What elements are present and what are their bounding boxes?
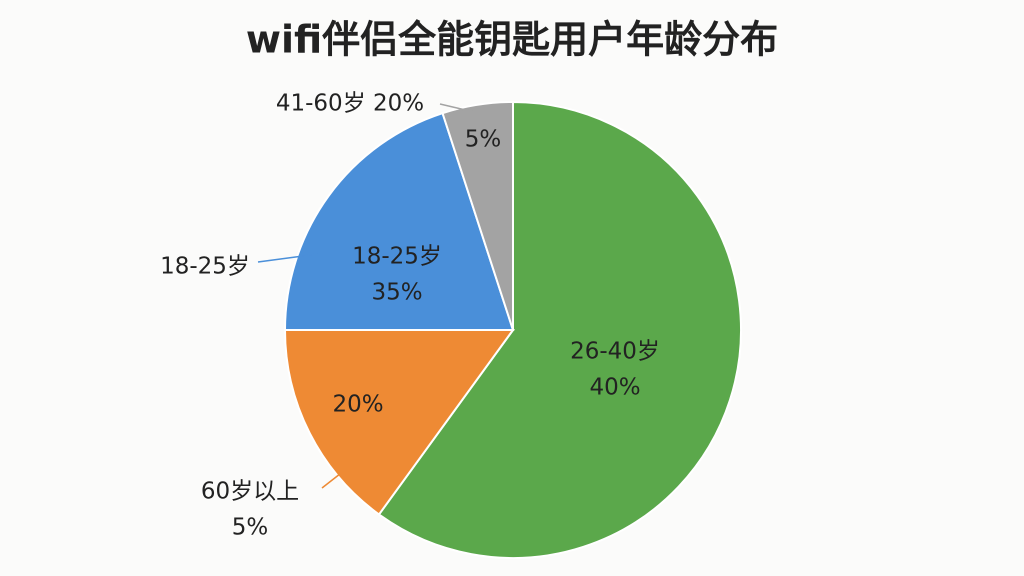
slice-label: 26-40岁 bbox=[570, 339, 660, 365]
slice-label: 20% bbox=[332, 392, 383, 418]
leader-line bbox=[257, 253, 319, 263]
chart-title: wifi伴侣全能钥匙用户年龄分布 bbox=[246, 18, 778, 62]
slice-label: 18-25岁 bbox=[352, 244, 442, 270]
pie-slice bbox=[441, 100, 514, 331]
slice-label: 40% bbox=[589, 375, 640, 401]
callout-label: 41-60岁 20% bbox=[276, 91, 424, 117]
callout-label: 18-25岁 bbox=[160, 254, 250, 280]
leader-line bbox=[439, 103, 475, 113]
pie-slice bbox=[377, 100, 742, 559]
slice-label: 35% bbox=[371, 280, 422, 306]
pie-slice bbox=[283, 111, 515, 331]
leader-line bbox=[321, 469, 346, 489]
slice-label: 5% bbox=[465, 127, 502, 153]
pie-slice bbox=[283, 329, 515, 516]
callout-label: 5% bbox=[232, 515, 269, 541]
callout-label: 60岁以上 bbox=[201, 479, 299, 505]
